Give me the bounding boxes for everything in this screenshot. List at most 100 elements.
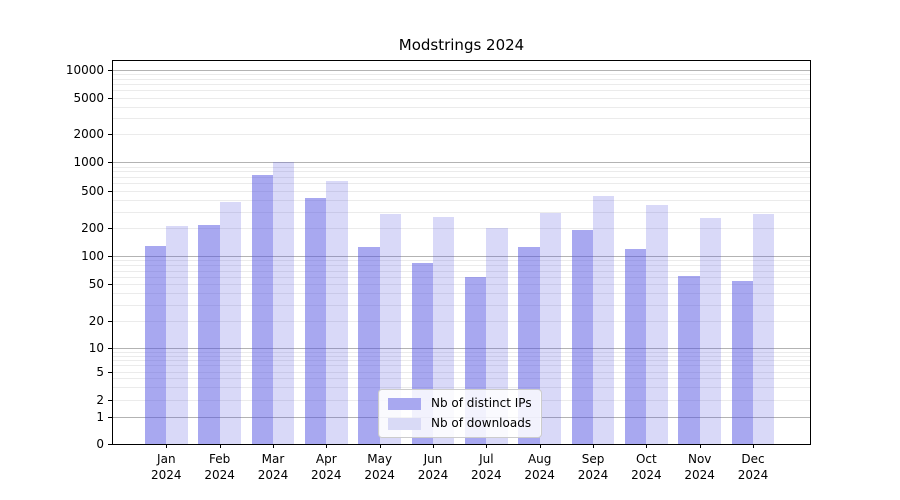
- bar-downloads-mar: [272, 162, 295, 444]
- y-tick-label-1: 1: [96, 410, 104, 425]
- x-tick-mark: [326, 444, 328, 448]
- legend-swatch-downloads: [388, 417, 421, 430]
- y-tick-label-2000: 2000: [73, 127, 104, 142]
- bar-distinct-ips-mar: [251, 174, 273, 444]
- y-gridline-minor: [113, 228, 810, 230]
- x-label-year: 2024: [737, 468, 769, 482]
- x-label-month: Nov: [687, 452, 712, 466]
- chart-title: Modstrings 2024: [398, 36, 525, 54]
- legend-item-distinct-ips: Nb of distinct IPs: [388, 396, 532, 411]
- y-tick-label-100: 100: [81, 249, 104, 263]
- y-tick-mark: [108, 284, 113, 286]
- y-gridline-minor: [113, 183, 810, 185]
- y-gridline-minor: [113, 355, 810, 357]
- y-gridline-minor: [113, 371, 810, 373]
- legend-swatch-distinct-ips: [388, 397, 421, 410]
- y-tick-mark: [108, 371, 113, 373]
- y-gridline-major: [113, 162, 810, 164]
- y-gridline-minor: [113, 84, 810, 86]
- y-tick-mark: [108, 162, 113, 164]
- y-gridline-minor: [113, 351, 810, 353]
- legend-label-distinct-ips: Nb of distinct IPs: [431, 396, 532, 410]
- x-tick-mark: [539, 444, 541, 448]
- y-tick-label-50: 50: [88, 277, 104, 292]
- y-gridline-minor: [113, 321, 810, 323]
- y-gridline-minor: [113, 134, 810, 136]
- bar-downloads-oct: [646, 204, 668, 444]
- x-label-year: 2024: [631, 468, 662, 482]
- y-gridline-minor: [113, 166, 810, 168]
- y-gridline-minor: [113, 106, 810, 108]
- y-tick-label-0: 0: [96, 437, 104, 451]
- x-label-month: May: [367, 452, 393, 466]
- legend-item-downloads: Nb of downloads: [388, 416, 532, 431]
- y-gridline-minor: [113, 293, 810, 295]
- y-gridline-minor: [113, 387, 810, 389]
- x-label-year: 2024: [311, 468, 342, 482]
- y-gridline-minor: [113, 260, 810, 262]
- bar-downloads-apr: [326, 181, 348, 444]
- x-tick-mark: [699, 444, 701, 448]
- y-gridline-major: [113, 69, 810, 71]
- y-gridline-minor: [113, 270, 810, 272]
- x-tick-mark: [753, 444, 755, 448]
- y-tick-mark: [108, 69, 113, 71]
- y-gridline-minor: [113, 171, 810, 173]
- y-gridline-minor: [113, 276, 810, 278]
- x-label-month: Jan: [157, 452, 176, 466]
- y-gridline-major: [113, 256, 810, 257]
- y-tick-label-2: 2: [96, 392, 104, 407]
- y-gridline-minor: [113, 284, 810, 286]
- x-tick-mark: [166, 444, 168, 448]
- x-label-month: Jul: [479, 452, 494, 466]
- x-label-year: 2024: [684, 468, 715, 482]
- plot-area: Nb of distinct IPs Nb of downloads: [112, 60, 811, 445]
- x-label-year: 2024: [524, 468, 555, 482]
- y-gridline-minor: [113, 78, 810, 80]
- bar-downloads-sep: [593, 196, 615, 444]
- x-tick-label-sep: Sep 2024: [565, 451, 621, 483]
- y-tick-mark: [108, 228, 113, 230]
- y-gridline-minor: [113, 90, 810, 92]
- x-tick-label-may: May 2024: [352, 451, 408, 483]
- bar-distinct-ips-may: [358, 247, 380, 444]
- y-gridline-minor: [113, 190, 810, 192]
- x-tick-mark: [486, 444, 488, 448]
- y-tick-label-5: 5: [96, 364, 104, 379]
- x-tick-label-feb: Feb 2024: [192, 451, 248, 483]
- y-gridline-minor: [113, 211, 810, 213]
- y-gridline-minor: [113, 176, 810, 178]
- y-gridline-minor: [113, 97, 810, 99]
- bar-downloads-dec: [753, 213, 775, 444]
- y-tick-mark: [108, 399, 113, 401]
- y-tick-mark: [108, 321, 113, 323]
- bar-distinct-ips-feb: [198, 225, 220, 444]
- x-label-year: 2024: [577, 468, 609, 482]
- y-tick-label-200: 200: [81, 221, 104, 236]
- bar-downloads-aug: [539, 213, 562, 444]
- x-tick-label-apr: Apr 2024: [298, 451, 354, 483]
- y-tick-mark: [108, 134, 113, 136]
- x-tick-label-dec: Dec 2024: [725, 451, 781, 483]
- y-tick-mark: [108, 190, 113, 192]
- y-tick-label-500: 500: [81, 183, 104, 198]
- bar-downloads-feb: [219, 201, 242, 444]
- x-label-month: Jun: [423, 452, 443, 466]
- y-gridline-minor: [113, 360, 810, 362]
- bar-distinct-ips-sep: [571, 230, 593, 444]
- x-tick-mark: [219, 444, 221, 448]
- x-label-year: 2024: [257, 468, 289, 482]
- y-gridline-minor: [113, 199, 810, 201]
- x-label-year: 2024: [364, 468, 395, 482]
- x-label-month: Oct: [635, 452, 657, 466]
- y-gridline-minor: [113, 73, 810, 75]
- x-label-month: Sep: [581, 452, 605, 466]
- y-tick-label-10000: 10000: [65, 62, 104, 77]
- y-gridline-minor: [113, 378, 810, 380]
- x-tick-label-jan: Jan 2024: [138, 451, 194, 483]
- x-tick-label-nov: Nov 2024: [672, 451, 728, 483]
- bar-downloads-jan: [166, 226, 188, 444]
- bar-downloads-may: [379, 213, 402, 444]
- y-gridline-minor: [113, 265, 810, 267]
